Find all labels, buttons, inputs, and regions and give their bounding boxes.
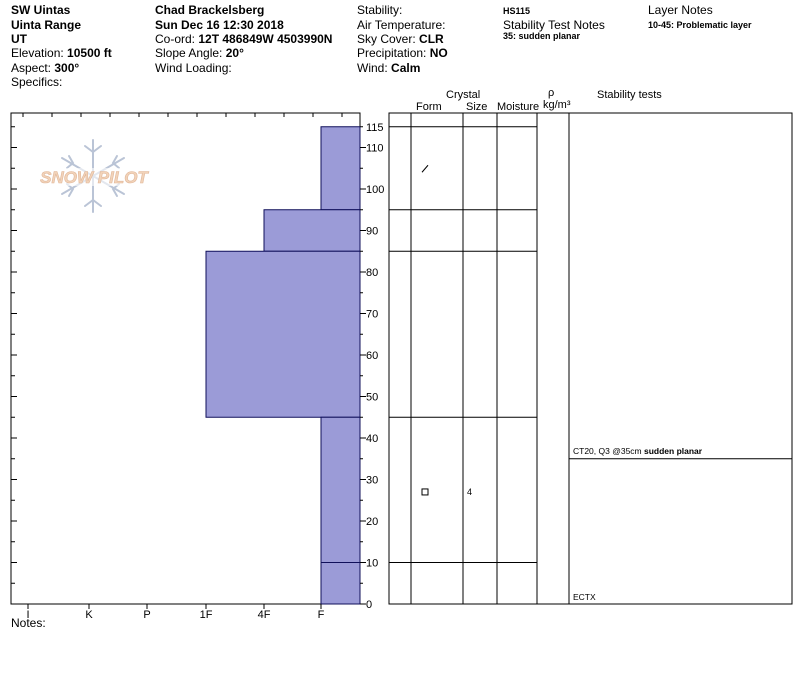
wind-value: Calm <box>391 61 421 75</box>
size-header: Size <box>466 101 488 113</box>
sky-row: Sky Cover: CLR <box>357 32 444 46</box>
layer-notes-title: Layer Notes <box>648 3 713 17</box>
elevation-row: Elevation: 10500 ft <box>11 46 112 60</box>
moisture-header: Moisture <box>497 101 540 113</box>
y-tick-label-110: 110 <box>366 143 384 155</box>
sky-value: CLR <box>419 32 444 46</box>
layer-table-frame <box>388 112 793 605</box>
y-tick-label-50: 50 <box>366 392 378 404</box>
y-tick-label-80: 80 <box>366 267 378 279</box>
snowpilot-logo-text: SNOW PILOT <box>40 168 149 187</box>
x-tick-label-F: F <box>318 609 325 621</box>
x-axis: I K P 1F 4F F <box>26 604 325 621</box>
x-tick-label-4F: 4F <box>258 609 271 621</box>
stability-tests-header: Stability tests <box>597 89 662 101</box>
wind-loading-label: Wind Loading: <box>155 61 232 75</box>
observation-datetime: Sun Dec 16 12:30 2018 <box>155 18 284 32</box>
state: UT <box>11 32 27 46</box>
specifics-label: Specifics: <box>11 75 63 89</box>
range-name: SW Uintas <box>11 3 71 17</box>
y-tick-label-60: 60 <box>366 350 378 362</box>
stability-label: Stability: <box>357 3 403 17</box>
hardness-layer-85-95 <box>263 209 361 252</box>
subrange-name: Uinta Range <box>11 18 82 32</box>
coord-value: 12T 486849W 4503990N <box>198 32 333 46</box>
minor-ticks <box>11 113 343 605</box>
slope-label: Slope Angle: <box>155 46 223 60</box>
slope-row: Slope Angle: 20° <box>155 46 244 60</box>
y-tick-label-10: 10 <box>366 558 378 570</box>
density-unit-header: kg/m³ <box>543 99 571 111</box>
stability-test-note: 35: sudden planar <box>503 31 581 41</box>
hardness-layer-0-10 <box>320 562 361 605</box>
coord-label: Co-ord: <box>155 32 196 46</box>
crystal-form-symbols <box>421 164 429 496</box>
wind-row: Wind: Calm <box>357 61 420 75</box>
x-tick-label-1F: 1F <box>200 609 213 621</box>
snowpilot-logo: SNOW PILOT <box>34 139 154 213</box>
wind-label: Wind: <box>357 61 388 75</box>
precip-row: Precipitation: NO <box>357 46 448 60</box>
notes-label: Notes: <box>11 616 46 630</box>
stability-test-notes-title: Stability Test Notes <box>503 18 605 32</box>
precip-value: NO <box>429 46 448 60</box>
rho-header: ρ <box>548 87 555 99</box>
hardness-layer-10-45 <box>320 416 361 563</box>
crystal-size-values: 4 <box>467 487 472 497</box>
y-tick-label-90: 90 <box>366 226 378 238</box>
hardness-layers <box>205 126 361 605</box>
crystal-header: Crystal <box>446 89 481 101</box>
layer-boundary-lines <box>389 126 537 563</box>
x-tick-label-K: K <box>85 609 93 621</box>
hardness-layer-45-85 <box>205 250 361 418</box>
aspect-value: 300° <box>54 61 80 75</box>
y-tick-label-40: 40 <box>366 433 378 445</box>
y-tick-label-20: 20 <box>366 516 378 528</box>
coord-row: Co-ord: 12T 486849W 4503990N <box>155 32 332 46</box>
sky-label: Sky Cover: <box>357 32 416 46</box>
aspect-label: Aspect: <box>11 61 52 75</box>
aspect-row: Aspect: 300° <box>11 61 79 75</box>
y-tick-label-70: 70 <box>366 309 378 321</box>
stability-test-label: CT20, Q3 @35cm sudden planar <box>573 446 703 456</box>
form-symbol-faceted <box>421 488 429 496</box>
layer-note: 10-45: Problematic layer <box>648 20 752 30</box>
stability-test-detail: sudden planar <box>642 446 703 456</box>
air-temp-label: Air Temperature: <box>357 18 446 32</box>
form-symbol-decomposing <box>421 164 429 173</box>
elevation-label: Elevation: <box>11 46 64 60</box>
form-header: Form <box>416 101 442 113</box>
stability-test-entries: CT20, Q3 @35cm sudden planar ECTX <box>569 446 792 602</box>
hs-code: HS115 <box>503 6 531 16</box>
slope-value: 20° <box>225 46 244 60</box>
elevation-value: 10500 ft <box>67 46 112 60</box>
y-tick-label-100: 100 <box>366 184 384 196</box>
y-axis: 0 10 20 30 40 50 60 70 80 90 100 110 115 <box>360 122 384 611</box>
stability-test-label: ECTX <box>573 592 596 602</box>
y-tick-label-30: 30 <box>366 475 378 487</box>
x-tick-label-I: I <box>26 609 29 621</box>
x-tick-label-P: P <box>143 609 150 621</box>
size-value: 4 <box>467 487 472 497</box>
observer-name: Chad Brackelsberg <box>155 3 265 17</box>
y-tick-label-0: 0 <box>366 599 372 611</box>
y-tick-label-115: 115 <box>366 122 384 134</box>
hardness-layer-95-115 <box>320 126 361 211</box>
precip-label: Precipitation: <box>357 46 427 60</box>
